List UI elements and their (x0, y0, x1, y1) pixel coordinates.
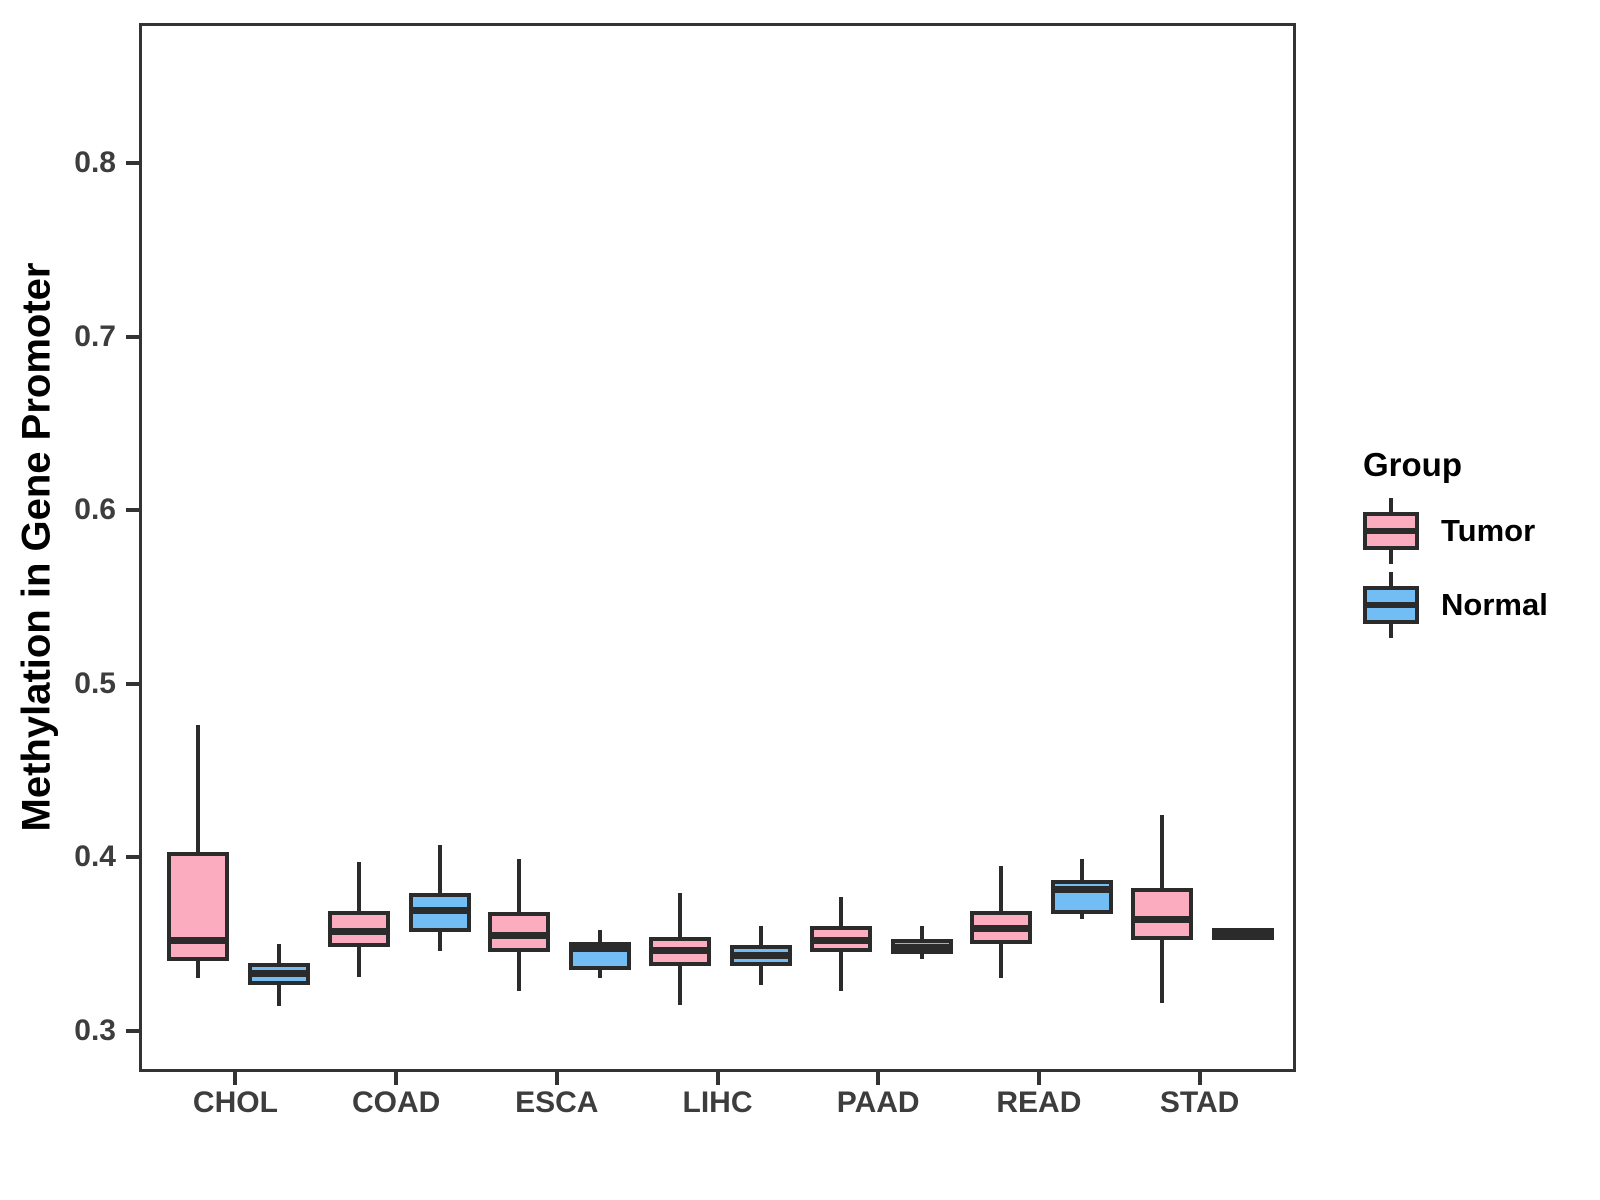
median-tumor-READ (970, 924, 1033, 932)
y-tick-mark (126, 1029, 139, 1034)
box-normal-READ (1051, 879, 1114, 915)
median-normal-LIHC (730, 952, 792, 960)
key-median (1363, 528, 1419, 534)
y-tick-mark (126, 508, 139, 513)
legend-items: Tumor Normal (1363, 498, 1548, 638)
boxplot-key-icon (1363, 572, 1419, 638)
median-tumor-CHOL (166, 936, 229, 944)
x-tick-label: ESCA (515, 1086, 599, 1119)
y-tick-mark (126, 334, 139, 339)
y-tick-mark (126, 160, 139, 165)
key-median (1363, 602, 1419, 608)
y-tick-label: 0.6 (74, 493, 116, 527)
legend: Group Tumor Normal (1363, 446, 1548, 638)
median-normal-STAD (1212, 928, 1275, 936)
x-tick-mark (394, 1072, 399, 1085)
y-tick-label: 0.8 (74, 145, 116, 179)
x-tick-label: LIHC (682, 1086, 753, 1119)
y-tick-mark (126, 681, 139, 686)
boxplot-key-icon (1363, 498, 1419, 564)
y-tick-label: 0.4 (74, 840, 116, 874)
x-tick-mark (1036, 1072, 1041, 1085)
x-tick-label: COAD (351, 1086, 441, 1119)
box-tumor-STAD (1131, 888, 1194, 941)
legend-item-normal: Normal (1363, 572, 1548, 638)
x-tick-label: STAD (1159, 1086, 1240, 1119)
median-normal-READ (1051, 886, 1114, 894)
y-tick-label: 0.5 (74, 666, 116, 700)
median-tumor-PAAD (809, 936, 872, 944)
x-tick-label: PAAD (836, 1086, 920, 1119)
legend-title: Group (1363, 446, 1462, 483)
y-tick-label: 0.7 (74, 319, 116, 353)
median-tumor-COAD (327, 928, 390, 936)
y-tick-label: 0.3 (74, 1014, 116, 1048)
median-normal-COAD (408, 907, 471, 915)
legend-item-tumor: Tumor (1363, 498, 1548, 564)
x-tick-mark (1197, 1072, 1202, 1085)
box-tumor-CHOL (166, 851, 229, 962)
legend-label: Tumor (1441, 513, 1536, 548)
x-tick-mark (554, 1072, 559, 1085)
median-normal-ESCA (569, 945, 632, 953)
legend-label: Normal (1441, 587, 1548, 622)
median-tumor-STAD (1131, 915, 1194, 923)
x-tick-label: READ (996, 1086, 1082, 1119)
x-tick-label: CHOL (192, 1086, 278, 1119)
x-tick-mark (233, 1072, 238, 1085)
median-tumor-LIHC (649, 947, 711, 955)
median-normal-PAAD (890, 943, 953, 951)
x-tick-mark (715, 1072, 720, 1085)
x-tick-mark (876, 1072, 881, 1085)
y-tick-mark (126, 855, 139, 860)
plot-panel (139, 23, 1296, 1072)
median-normal-CHOL (247, 969, 310, 977)
median-tumor-ESCA (488, 931, 551, 939)
